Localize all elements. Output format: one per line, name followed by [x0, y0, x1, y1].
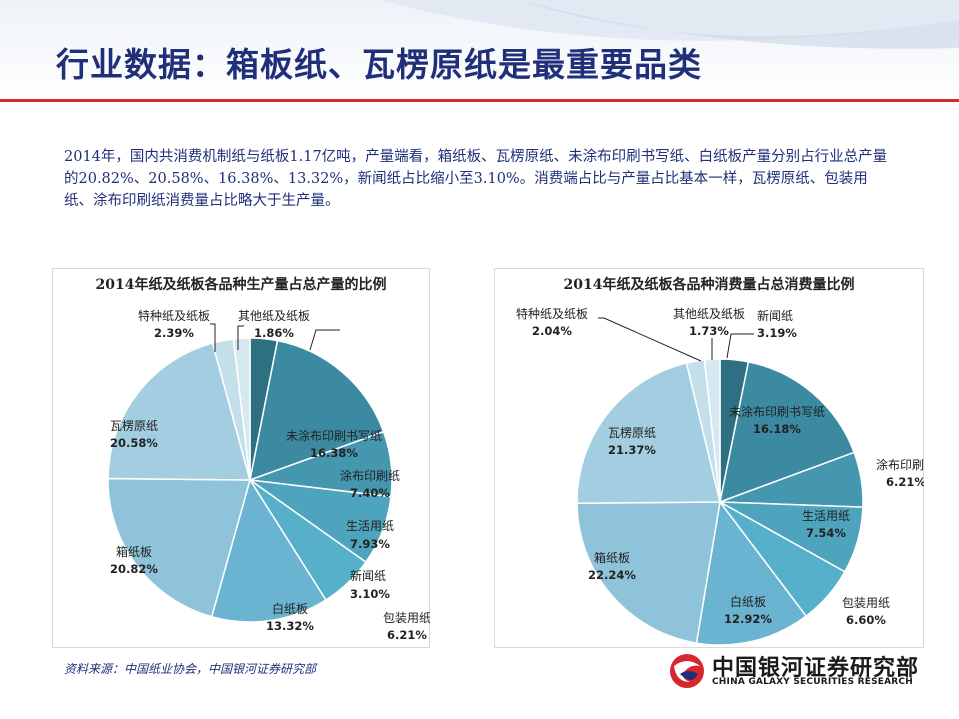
source-note: 资料来源：中国纸业协会，中国银河证券研究部 [64, 662, 317, 676]
slice-value-label: 22.24% [588, 568, 636, 582]
leader-line [598, 317, 702, 362]
slice-label: 箱纸板 [594, 550, 630, 565]
slice-label: 白纸板 [272, 601, 308, 616]
slice-value-label: 20.82% [110, 562, 158, 576]
slice-label: 生活用纸 [802, 509, 850, 523]
galaxy-logo-icon [670, 654, 704, 688]
slice-value-label: 6.21% [387, 628, 427, 642]
pie-slice [107, 477, 251, 618]
slice-label: 瓦楞原纸 [110, 418, 158, 433]
slice-label: 未涂布印刷书写纸 [286, 428, 382, 443]
slice-label: 新闻纸 [350, 568, 386, 583]
slice-value-label: 12.92% [724, 612, 772, 626]
slice-value-label: 20.58% [110, 436, 158, 450]
pie-slices [107, 337, 393, 623]
slice-value-label: 3.10% [350, 587, 390, 601]
pie-slice [695, 500, 808, 646]
slice-label: 涂布印刷纸 [876, 457, 924, 472]
slice-label: 生活用纸 [346, 519, 394, 533]
pie-slice [107, 342, 251, 481]
slice-label: 未涂布印刷书写纸 [729, 404, 825, 419]
slice-value-label: 1.86% [254, 326, 294, 340]
leader-line [309, 329, 340, 351]
slice-value-label: 7.93% [350, 537, 390, 551]
slice-value-label: 1.73% [689, 324, 729, 338]
leader-line [726, 333, 754, 359]
pie-slice [249, 339, 385, 482]
chart-frame [52, 268, 430, 648]
slice-label: 其他纸及纸板 [238, 309, 310, 323]
pie-slice [232, 337, 251, 481]
chart-frame [494, 268, 924, 648]
company-logo: 中国银河证券研究部 CHINA GALAXY SECURITIES RESEAR… [668, 650, 918, 690]
header-band [0, 0, 959, 100]
slice-label: 白纸板 [730, 594, 766, 609]
slice-label: 瓦楞原纸 [608, 425, 656, 440]
slice-value-label: 7.54% [806, 526, 846, 540]
slice-value-label: 6.21% [886, 475, 924, 489]
pie-slice [718, 360, 856, 504]
header-swoosh-decoration [380, 0, 959, 49]
slice-value-label: 7.40% [350, 486, 390, 500]
intro-paragraph: 2014年，国内共消费机制纸与纸板1.17亿吨，产量端看，箱纸板、瓦楞原纸、未涂… [64, 149, 888, 209]
production-pie-chart: 2014年纸及纸板各品种生产量占总产量的比例 新闻纸 3.10% 未涂布印刷书写纸 1… [52, 268, 430, 648]
slice-value-label: 16.18% [753, 422, 801, 436]
pie-svg: 新闻纸 3.19% 未涂布印刷书写纸 16.18% 涂布印刷纸 6.21% 生活用纸 7.54… [516, 306, 924, 646]
slice-label: 其他纸及纸板 [673, 307, 745, 321]
slice-label: 特种纸及纸板 [516, 306, 588, 321]
slice-label: 包装用纸 [383, 611, 430, 625]
logo-name: 中国银河证券研究部 [712, 656, 920, 681]
pie-slices [576, 358, 864, 646]
slice-label: 箱纸板 [116, 544, 152, 559]
slice-value-label: 2.39% [154, 326, 194, 340]
slice-value-label: 6.60% [846, 613, 886, 627]
slice-label: 特种纸及纸板 [138, 308, 210, 323]
leader-line [237, 325, 244, 350]
slice-value-label: 21.37% [608, 443, 656, 457]
logo-subtitle: CHINA GALAXY SECURITIES RESEARCH [712, 677, 913, 687]
chart-title: 2014年纸及纸板各品种生产量占总产量的比例 [95, 277, 387, 293]
pie-svg: 新闻纸 3.10% 未涂布印刷书写纸 16.38% 涂布印刷纸 7.40% 生活用纸 7.93… [107, 308, 430, 642]
title-rule [0, 99, 959, 102]
slice-value-label: 2.04% [532, 324, 572, 338]
leader-line [210, 323, 216, 352]
slice-value-label: 3.19% [757, 326, 797, 340]
slice-label: 新闻纸 [757, 308, 793, 323]
page-title: 行业数据：箱板纸、瓦楞原纸是最重要品类 [56, 45, 702, 84]
slice-label: 涂布印刷纸 [340, 468, 400, 483]
pie-slice [576, 362, 721, 504]
slice-value-label: 13.32% [266, 619, 314, 633]
consumption-pie-chart: 2014年纸及纸板各品种消费量占总消费量比例 新闻纸 3.19% 未涂布印刷书写纸 1… [494, 268, 924, 648]
slice-label: 包装用纸 [842, 596, 890, 610]
slice-value-label: 16.38% [310, 446, 358, 460]
pie-slice [576, 501, 721, 644]
chart-title: 2014年纸及纸板各品种消费量占总消费量比例 [563, 277, 855, 293]
